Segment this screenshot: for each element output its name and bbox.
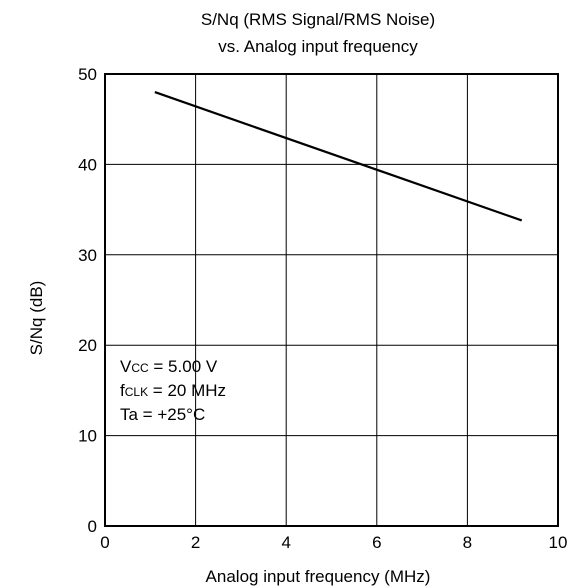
- y-axis-ticks: 0 10 20 30 40 50: [78, 65, 97, 536]
- x-tick-label: 4: [281, 533, 290, 552]
- y-tick-label: 0: [88, 517, 97, 536]
- x-axis-ticks: 0 2 4 6 8 10: [100, 533, 567, 552]
- condition-line: Ta = +25°C: [120, 405, 205, 424]
- condition-line: fCLK = 20 MHz: [120, 381, 226, 400]
- plot-border: [104, 73, 559, 527]
- y-tick-label: 20: [78, 336, 97, 355]
- y-tick-label: 30: [78, 246, 97, 265]
- chart-subtitle: vs. Analog input frequency: [218, 37, 418, 56]
- x-tick-label: 2: [191, 533, 200, 552]
- x-tick-label: 6: [372, 533, 381, 552]
- x-axis-label: Analog input frequency (MHz): [206, 567, 431, 586]
- x-tick-label: 8: [463, 533, 472, 552]
- grid: [105, 74, 558, 526]
- x-tick-label: 0: [100, 533, 109, 552]
- plot-frame: [104, 73, 559, 527]
- y-tick-label: 40: [78, 155, 97, 174]
- y-tick-label: 10: [78, 427, 97, 446]
- y-tick-label: 50: [78, 65, 97, 84]
- condition-line: VCC = 5.00 V: [120, 357, 218, 376]
- series-layer: [154, 91, 523, 222]
- y-axis-label: S/Nq (dB): [27, 281, 46, 356]
- conditions-annotation: VCC = 5.00 V fCLK = 20 MHz Ta = +25°C: [120, 357, 226, 424]
- series-line: [154, 91, 523, 222]
- x-tick-label: 10: [549, 533, 568, 552]
- chart-title: S/Nq (RMS Signal/RMS Noise): [201, 10, 435, 29]
